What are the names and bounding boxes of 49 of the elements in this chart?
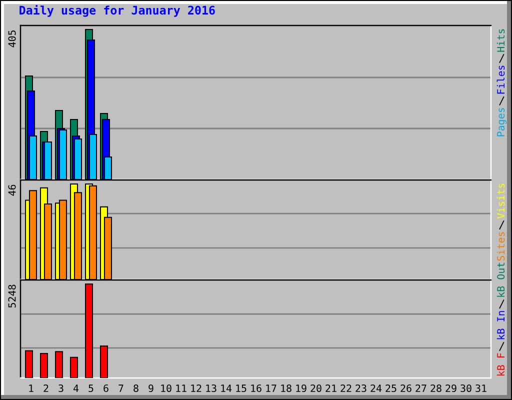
x-tick-label: 9 — [148, 384, 154, 392]
x-tick-label: 31 — [476, 384, 486, 392]
x-tick-label: 2 — [44, 384, 48, 392]
bar — [40, 353, 48, 378]
legend-label: kB Out — [496, 262, 505, 297]
legend-label: Pages — [497, 108, 507, 136]
x-tick-label: 23 — [356, 384, 366, 392]
x-tick-label: 24 — [370, 384, 382, 392]
x-tick-label: 20 — [310, 384, 322, 392]
x-tick-label: 17 — [266, 384, 276, 392]
x-tick-label: 28 — [430, 384, 442, 392]
bar — [100, 346, 108, 378]
x-tick-label: 4 — [73, 384, 79, 392]
x-tick-label: 22 — [340, 384, 352, 392]
x-tick-label: 11 — [176, 384, 186, 392]
x-tick-label: 3 — [58, 384, 64, 392]
legend-label: kB In — [496, 311, 504, 340]
bar — [55, 351, 63, 378]
x-tick-label: 14 — [221, 384, 232, 392]
bar — [85, 284, 93, 378]
text: Visits — [496, 184, 505, 219]
x-tick-label: 26 — [400, 384, 412, 392]
x-tick-label: 21 — [326, 384, 336, 392]
x-tick-label: 5 — [88, 384, 94, 392]
x-tick-label: 25 — [386, 384, 396, 392]
x-tick-label: 30 — [460, 384, 472, 392]
legend-label: Files — [496, 66, 505, 94]
chart-title: Daily usage for January 2016 — [20, 4, 215, 17]
x-tick-label: 18 — [281, 384, 292, 392]
x-tick-label: 1 — [29, 384, 34, 392]
text: 5248 — [8, 284, 16, 308]
x-tick-label: 13 — [206, 384, 216, 392]
legend-label: kB F — [496, 353, 504, 376]
x-tick-label: 8 — [134, 384, 138, 392]
text: 405 — [8, 30, 16, 48]
x-tick-label: 10 — [161, 384, 172, 392]
x-tick-label: 27 — [416, 384, 426, 392]
bar — [70, 356, 78, 378]
bar — [25, 350, 33, 378]
x-tick-label: 6 — [104, 384, 108, 392]
text: Hits — [496, 29, 505, 52]
text: 46 — [8, 184, 16, 196]
x-tick-label: 7 — [118, 384, 124, 392]
legend-label: Sites — [496, 232, 505, 261]
x-tick-label: 19 — [296, 384, 306, 392]
x-tick-label: 16 — [251, 384, 262, 392]
x-tick-label: 15 — [236, 384, 246, 392]
x-tick-label: 12 — [191, 384, 202, 392]
x-tick-label: 29 — [446, 384, 456, 392]
